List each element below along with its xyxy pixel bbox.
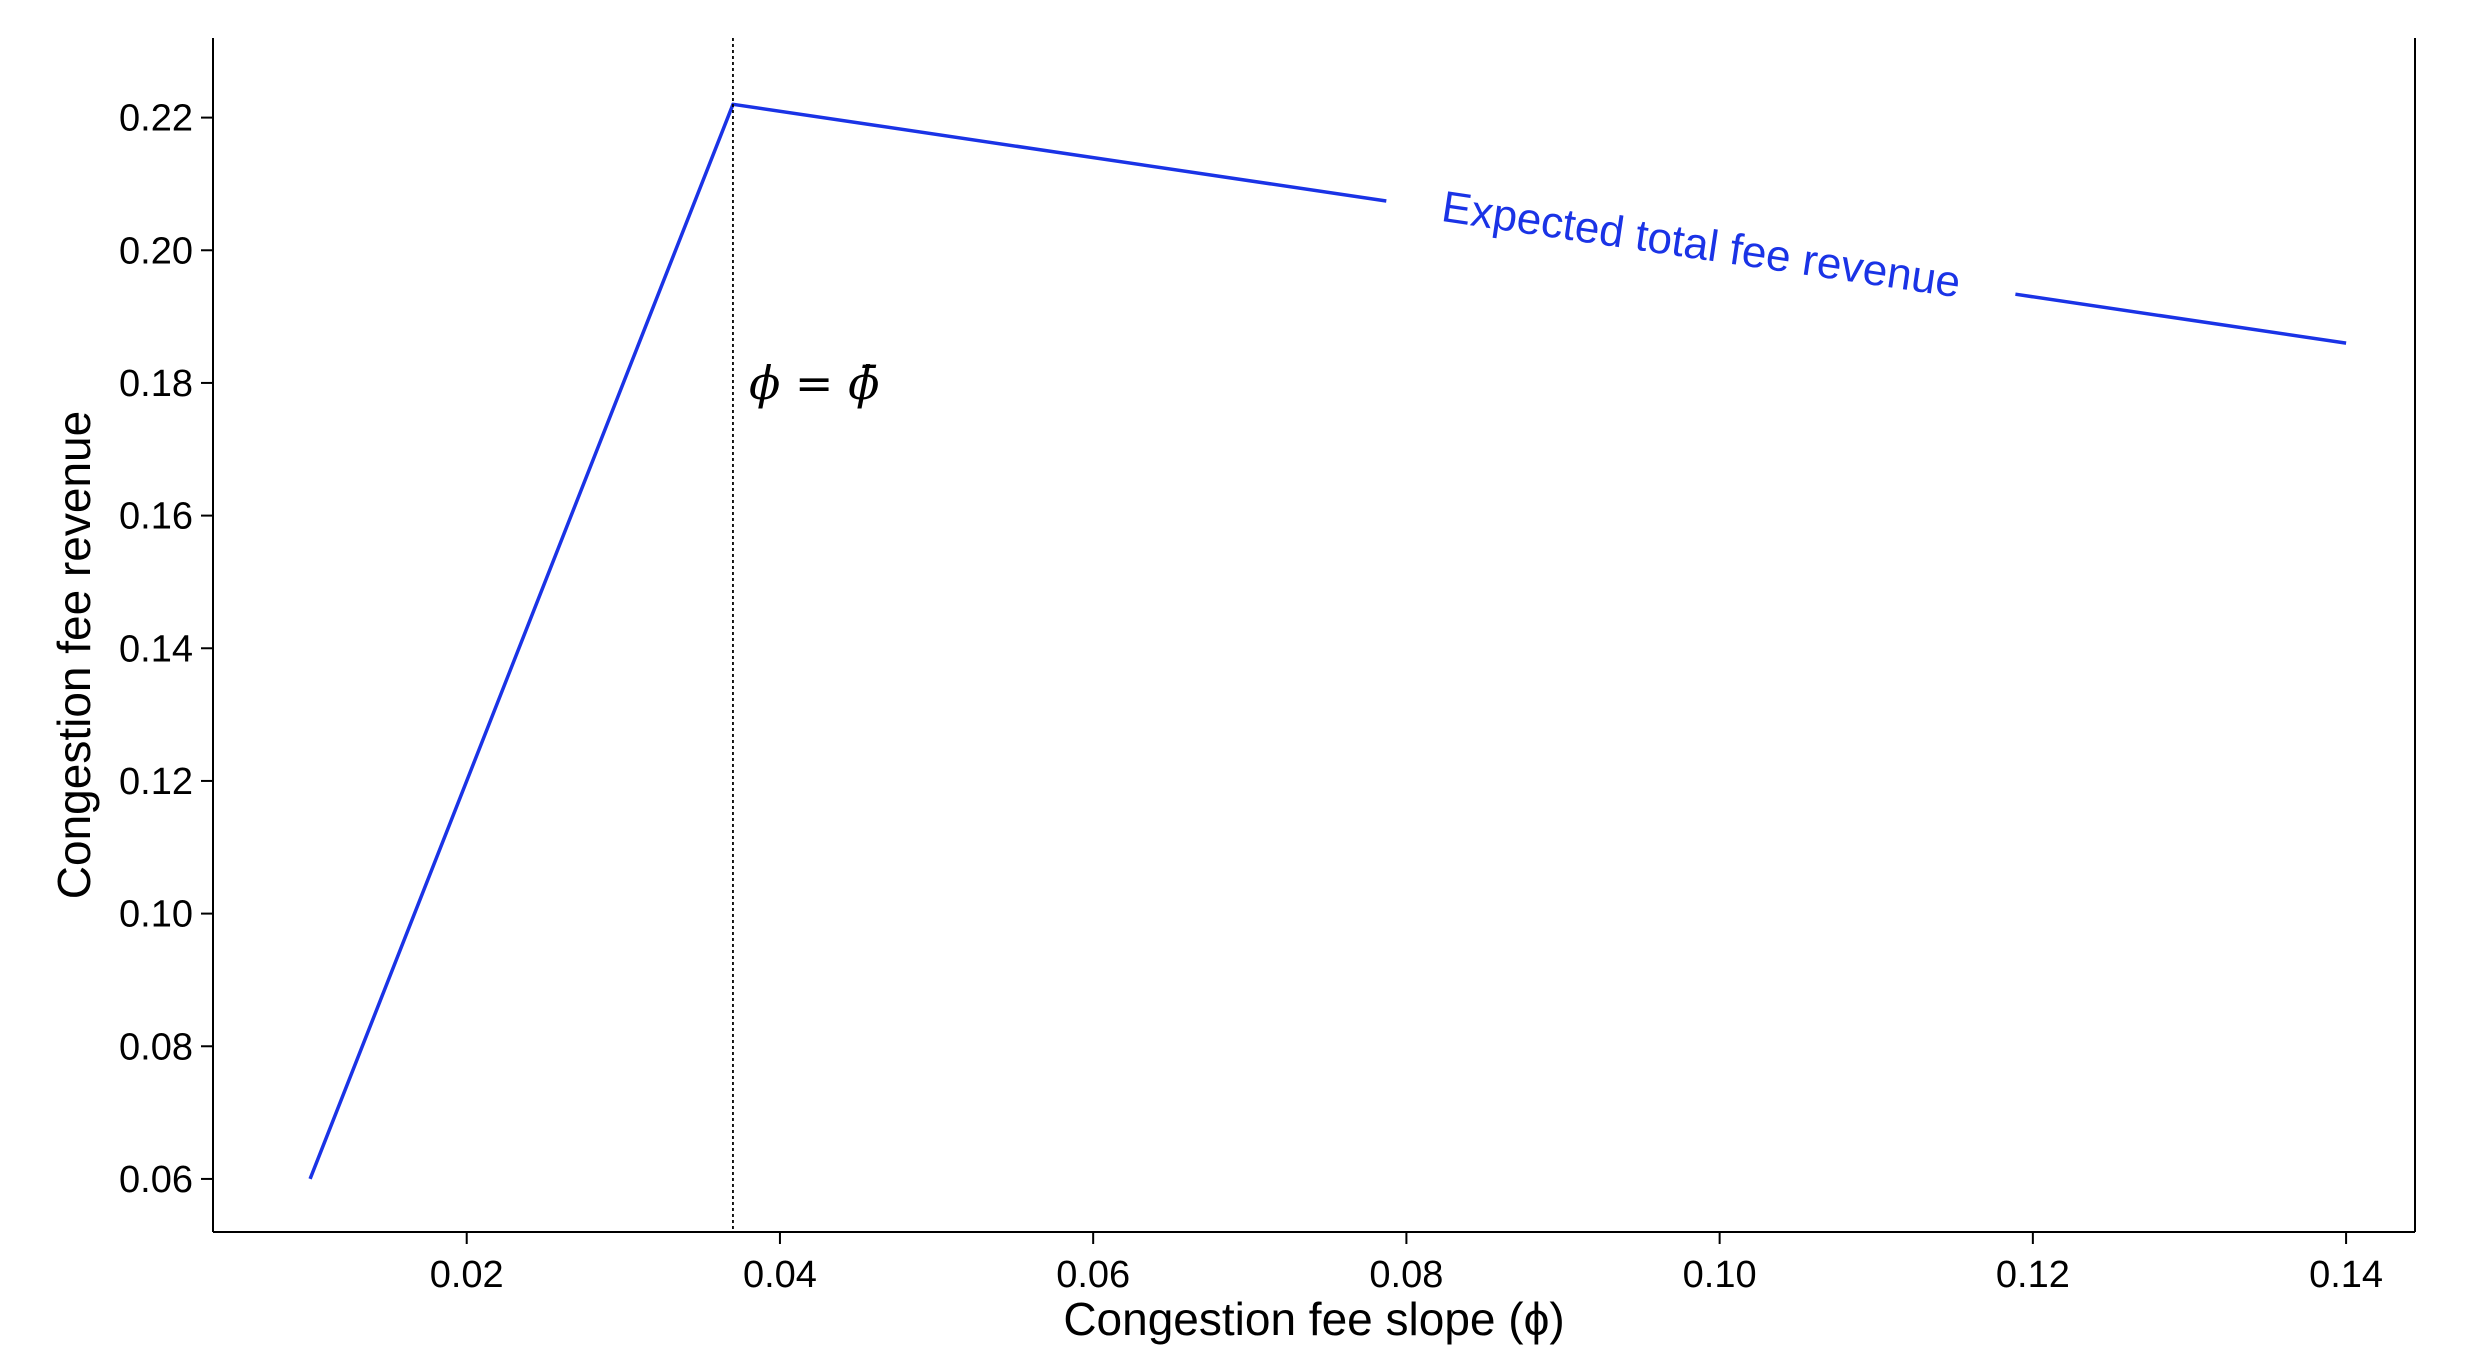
- x-axis-title: Congestion fee slope (ϕ): [1063, 1293, 1564, 1345]
- y-tick-label: 0.22: [119, 98, 193, 140]
- y-tick-label: 0.14: [119, 628, 193, 670]
- x-tick-label: 0.04: [743, 1254, 817, 1296]
- x-tick-label: 0.08: [1369, 1254, 1443, 1296]
- y-tick-label: 0.08: [119, 1026, 193, 1068]
- x-tick-label: 0.12: [1996, 1254, 2070, 1296]
- y-tick-label: 0.12: [119, 761, 193, 803]
- y-tick-label: 0.06: [119, 1159, 193, 1201]
- series-layer: Expected total fee revenue: [308, 102, 2347, 1180]
- y-tick-label: 0.16: [119, 496, 193, 538]
- axes: [212, 38, 2416, 1233]
- x-tick-label: 0.10: [1683, 1254, 1757, 1296]
- series-line-tail: [2015, 292, 2347, 345]
- y-axis-title: Congestion fee revenue: [48, 411, 100, 899]
- vline-label: ϕ = ϕ̄: [749, 356, 880, 410]
- x-tick-label: 0.14: [2309, 1254, 2383, 1296]
- y-tick-label: 0.20: [119, 230, 193, 272]
- series-inline-label: Expected total fee revenue: [1439, 182, 1964, 307]
- annotation-layer: ϕ = ϕ̄: [732, 38, 880, 1232]
- x-tick-label: 0.06: [1056, 1254, 1130, 1296]
- series-line: [308, 102, 1387, 1180]
- x-axis-ticks: 0.02 0.04 0.06 0.08 0.10 0.12 0.14: [430, 1232, 2383, 1296]
- x-tick-label: 0.02: [430, 1254, 504, 1296]
- y-tick-label: 0.10: [119, 894, 193, 936]
- y-tick-label: 0.18: [119, 363, 193, 405]
- y-axis-ticks: 0.06 0.08 0.10 0.12 0.14 0.16 0.18 0.20 0.22: [119, 98, 213, 1201]
